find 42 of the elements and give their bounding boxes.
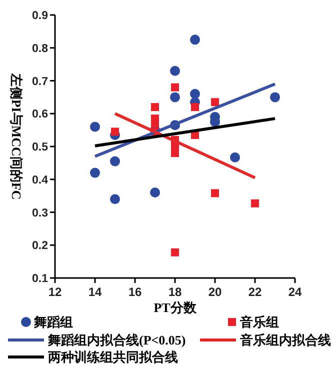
x-tick-label: 14 <box>88 285 102 299</box>
point <box>171 248 179 256</box>
x-tick-label: 20 <box>208 285 222 299</box>
point <box>211 189 219 198</box>
point <box>150 188 160 198</box>
x-tick-label: 24 <box>288 285 302 299</box>
legend-label: 音乐组内拟合线 <box>239 332 331 348</box>
legend-label: 两种训练组共同拟合线 <box>47 350 178 365</box>
x-tick-label: 12 <box>48 285 62 299</box>
point <box>251 199 259 208</box>
y-tick-label: 0.1 <box>32 273 49 286</box>
point <box>190 34 200 45</box>
x-tick-label: 22 <box>248 285 262 299</box>
point <box>211 98 219 106</box>
point <box>110 194 120 204</box>
y-tick-label: 0.3 <box>32 207 48 220</box>
point <box>270 92 280 102</box>
y-tick-label: 0.2 <box>32 240 48 252</box>
y-axis-title: 左侧PI与MCC间的FC <box>9 72 24 200</box>
y-tick-label: 0.9 <box>32 10 48 22</box>
point <box>110 156 120 166</box>
point <box>190 88 200 99</box>
x-tick-label: 16 <box>128 285 142 299</box>
y-tick-label: 0.5 <box>32 142 49 154</box>
point <box>171 83 179 92</box>
legend-label: 舞蹈组内拟合线(P<0.05) <box>47 332 186 348</box>
point <box>191 103 199 112</box>
x-axis-title: PT分数 <box>154 300 198 315</box>
x-tick-label: 18 <box>168 285 182 299</box>
point <box>90 122 100 132</box>
y-tick-label: 0.8 <box>32 42 49 55</box>
y-tick-label: 0.4 <box>32 174 49 186</box>
point <box>151 103 159 112</box>
legend-label: 舞蹈组 <box>33 314 73 330</box>
point <box>111 128 119 136</box>
point <box>170 92 180 102</box>
y-tick-label: 0.7 <box>32 76 48 88</box>
y-tick-label: 0.6 <box>32 108 48 121</box>
point <box>230 152 240 162</box>
legend-label: 音乐组 <box>239 314 279 330</box>
point <box>170 66 180 76</box>
point <box>90 168 100 178</box>
